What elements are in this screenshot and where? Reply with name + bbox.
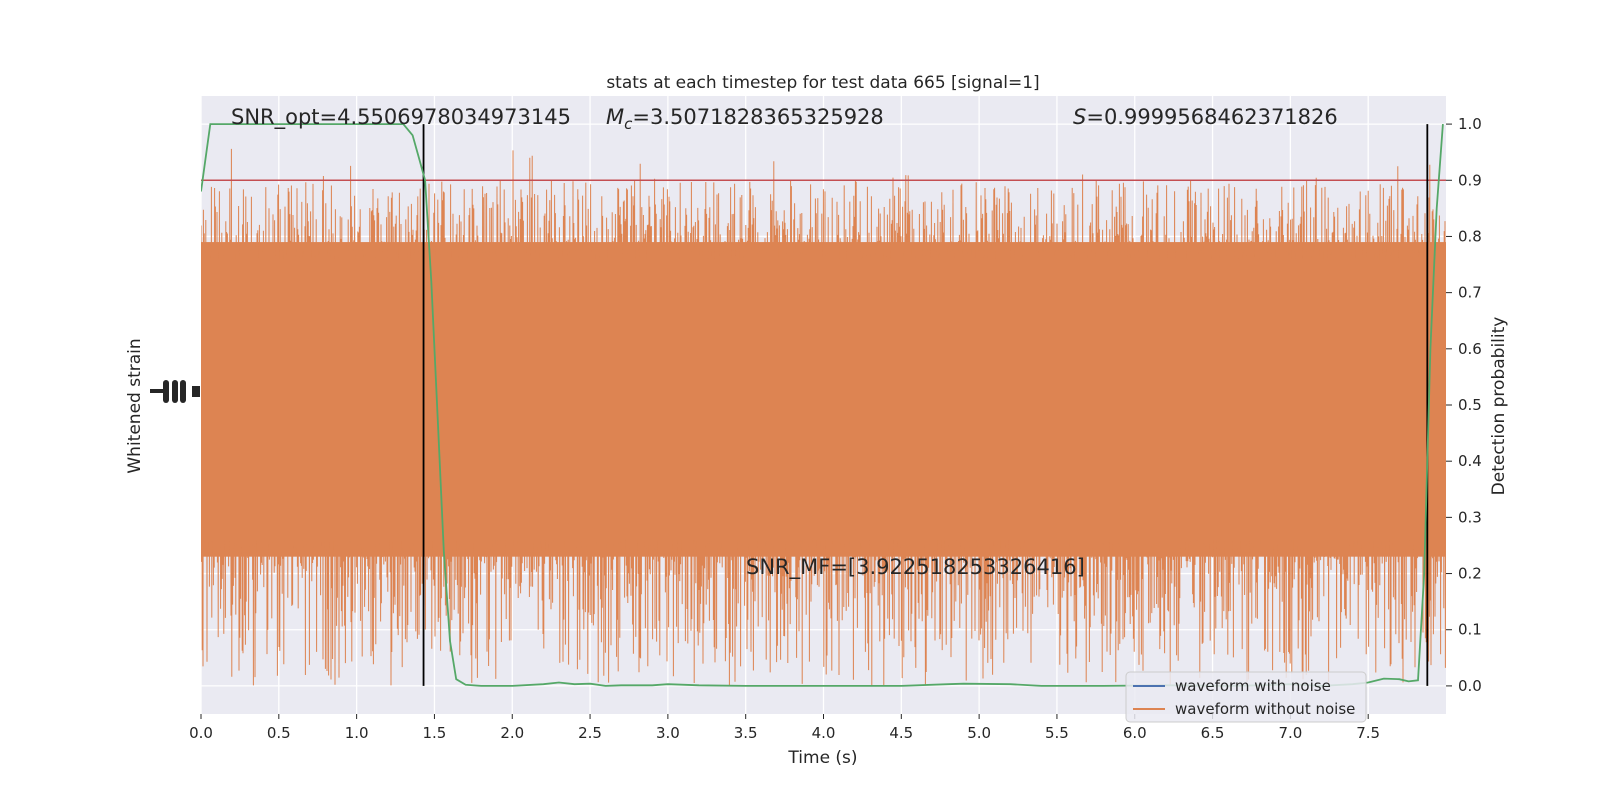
y-right-tick-label: 0.8 [1458,227,1482,245]
x-tick-label: 1.0 [345,724,369,742]
chirp-mass-value: =3.5071828365325928 [632,105,883,129]
legend-label-without-noise: waveform without noise [1175,700,1355,718]
x-tick-label: 7.0 [1278,724,1302,742]
legend: waveform with noise waveform without noi… [1125,671,1367,723]
y-right-tick-label: 0.0 [1458,677,1482,695]
x-tick-label: 2.0 [500,724,524,742]
x-tick-label: 4.0 [812,724,836,742]
s-annotation: S=0.9999568462371826 [1073,105,1338,129]
x-tick-label: 0.5 [267,724,291,742]
legend-box [1125,671,1367,723]
y-right-tick-label: 0.2 [1458,565,1482,583]
waveform-without-noise-series [201,148,1446,686]
s-symbol: S [1073,105,1086,129]
left-axis-overlapping-tick-labels [150,380,200,403]
y-right-tick-label: 0.6 [1458,340,1482,358]
y-right-tick-label: 0.4 [1458,452,1482,470]
x-axis-ticks: 0.0 0.5 1.0 1.5 2.0 2.5 3.0 3.5 4.0 4.5 5.0 5.5 6.0 6… [189,714,1380,742]
x-axis-label: Time (s) [787,748,857,768]
y-right-tick-label: 0.7 [1458,284,1482,302]
x-tick-label: 3.5 [734,724,758,742]
x-tick-label: 5.0 [967,724,991,742]
chirp-mass-subscript: c [624,115,633,133]
x-tick-label: 7.5 [1356,724,1380,742]
y-right-tick-label: 0.9 [1458,171,1482,189]
x-tick-label: 3.0 [656,724,680,742]
x-tick-label: 4.5 [889,724,913,742]
strain-trace [201,148,1446,686]
x-tick-label: 6.0 [1123,724,1147,742]
left-axis-label: Whitened strain [125,338,145,473]
y-right-tick-label: 0.5 [1458,396,1482,414]
x-tick-label: 0.0 [189,724,213,742]
x-tick-label: 2.5 [578,724,602,742]
y-right-tick-label: 0.1 [1458,621,1482,639]
vertical-markers [422,124,1429,686]
x-tick-label: 6.5 [1201,724,1225,742]
snr-mf-annotation: SNR_MF=[3.922518253326416] [746,555,1085,580]
snr-opt-annotation: SNR_opt=4.5506978034973145 [231,105,571,130]
right-axis-ticks: 0.0 0.1 0.2 0.3 0.4 0.5 0.6 0.7 0.8 0.9 1.0 [1446,115,1482,695]
y-right-tick-label: 0.3 [1458,508,1482,526]
y-right-tick-label: 1.0 [1458,115,1482,133]
right-axis-label: Detection probability [1489,317,1509,496]
x-tick-label: 5.5 [1045,724,1069,742]
chirp-mass-annotation: Mc=3.5071828365325928 [606,105,884,133]
legend-label-with-noise: waveform with noise [1175,677,1331,695]
s-value: =0.9999568462371826 [1086,105,1337,129]
chirp-mass-symbol: M [606,105,624,129]
chart-title: stats at each timestep for test data 665… [606,73,1039,93]
x-tick-label: 1.5 [423,724,447,742]
